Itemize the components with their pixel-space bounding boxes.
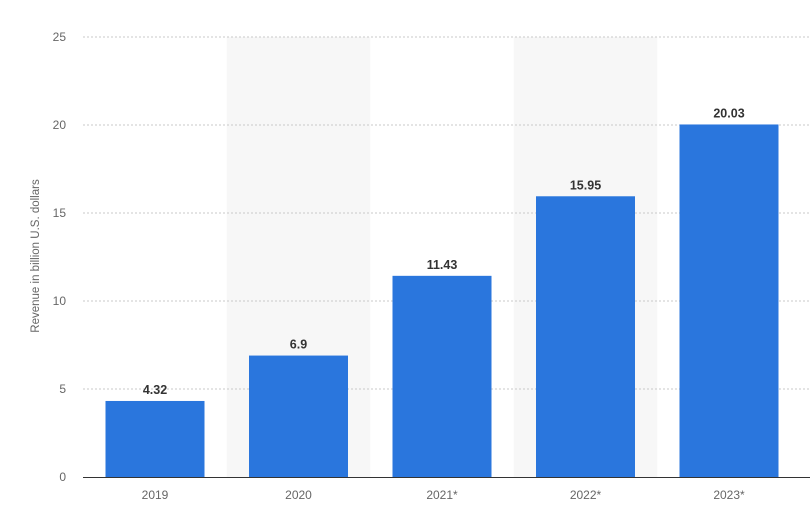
bar (105, 400, 205, 477)
y-tick-label: 10 (53, 294, 67, 308)
x-tick-label: 2019 (142, 488, 169, 502)
bar-value-label: 11.43 (427, 258, 458, 272)
x-tick-label: 2021* (426, 488, 458, 502)
bar-value-label: 20.03 (713, 106, 744, 120)
bar-value-label: 6.9 (290, 338, 307, 352)
bar (249, 355, 348, 477)
y-axis-title: Revenue in billion U.S. dollars (30, 179, 42, 333)
bar-value-label: 4.32 (143, 383, 167, 397)
y-tick-label: 5 (59, 382, 66, 396)
y-tick-label: 15 (53, 206, 67, 220)
bar-value-label: 15.95 (570, 178, 601, 192)
bar (536, 196, 635, 477)
x-tick-label: 2022* (570, 488, 602, 502)
bar (392, 275, 492, 477)
x-tick-label: 2020 (285, 488, 312, 502)
x-tick-label: 2023* (713, 488, 745, 502)
y-tick-label: 0 (59, 470, 66, 484)
y-tick-label: 20 (53, 118, 67, 132)
bar (679, 124, 779, 478)
y-tick-label: 25 (53, 30, 67, 44)
